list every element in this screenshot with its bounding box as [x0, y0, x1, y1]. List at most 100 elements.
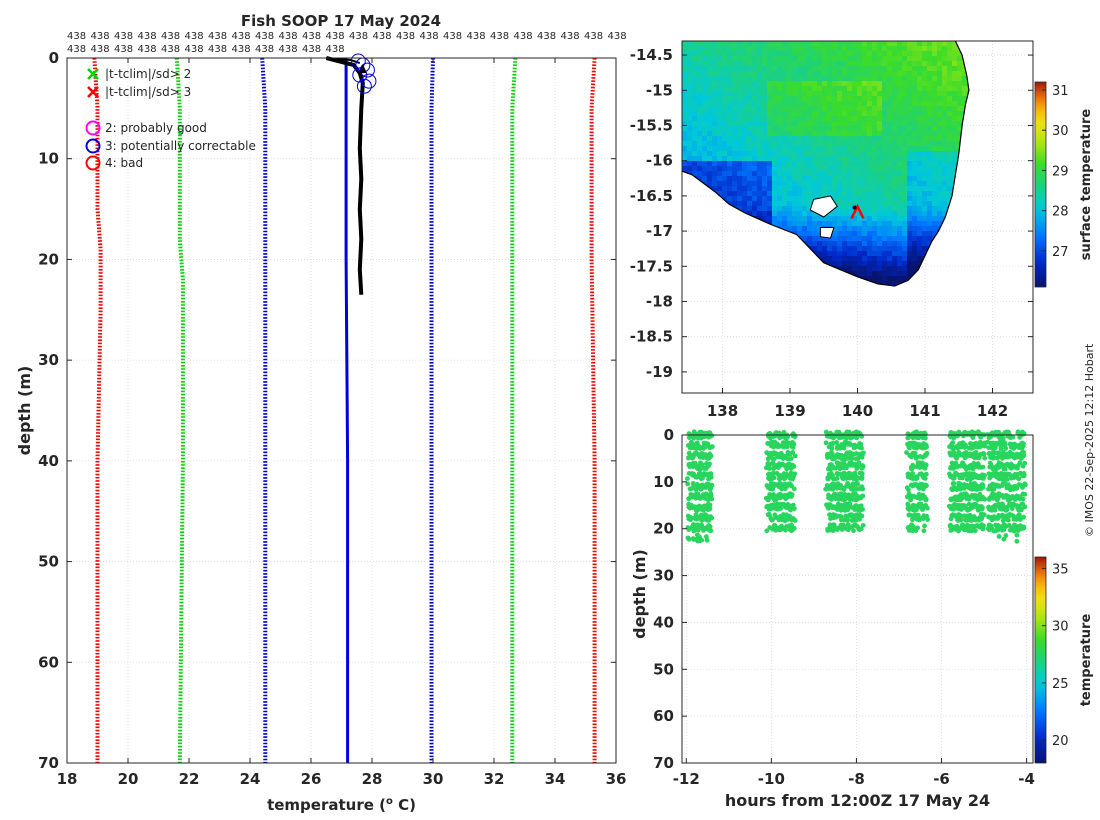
sst-pixel [762, 96, 767, 101]
sst-pixel [892, 76, 897, 81]
sst-pixel [872, 146, 877, 151]
sst-pixel [837, 161, 842, 166]
sst-pixel [722, 66, 727, 71]
sst-pixel [947, 116, 952, 121]
sst-pixel [732, 66, 737, 71]
sst-pixel [892, 281, 897, 286]
sst-pixel [697, 61, 702, 66]
sst-pixel [917, 86, 922, 91]
sst-pixel [882, 91, 887, 96]
sst-pixel [812, 76, 817, 81]
sst-pixel [842, 56, 847, 61]
sst-pixel [752, 96, 757, 101]
sst-pixel [817, 216, 822, 221]
sst-pixel [802, 101, 807, 106]
sst-pixel [912, 216, 917, 221]
sst-pixel [912, 86, 917, 91]
sst-pixel [902, 76, 907, 81]
legend-label: |t-tclim|/sd> 2 [105, 67, 191, 81]
sst-pixel [797, 226, 802, 231]
sst-pixel [782, 181, 787, 186]
sst-pixel [882, 281, 887, 286]
sst-pixel [827, 246, 832, 251]
sst-pixel [827, 81, 832, 86]
sst-pixel [872, 231, 877, 236]
sst-pixel [707, 46, 712, 51]
sst-pixel [862, 131, 867, 136]
sst-pixel [827, 51, 832, 56]
sst-pixel [832, 231, 837, 236]
sst-pixel [757, 196, 762, 201]
sst-pixel [927, 186, 932, 191]
sst-pixel [842, 66, 847, 71]
sst-pixel [792, 216, 797, 221]
sst-pixel [837, 206, 842, 211]
sst-pixel [887, 111, 892, 116]
sst-pixel [707, 96, 712, 101]
sst-pixel [712, 111, 717, 116]
sst-pixel [687, 71, 692, 76]
sst-pixel [802, 146, 807, 151]
sst-pixel [857, 46, 862, 51]
sst-pixel [722, 146, 727, 151]
sst-pixel [942, 46, 947, 51]
sst-pixel [722, 86, 727, 91]
sst-pixel [842, 81, 847, 86]
sst-pixel [682, 141, 687, 146]
sst-pixel [757, 166, 762, 171]
sst-pixel [727, 161, 732, 166]
sst-pixel [797, 191, 802, 196]
sst-pixel [812, 81, 817, 86]
sst-pixel [872, 191, 877, 196]
sst-pixel [802, 131, 807, 136]
sst-pixel [817, 76, 822, 81]
sst-pixel [847, 256, 852, 261]
sst-pixel [907, 261, 912, 266]
sst-pixel [897, 221, 902, 226]
sst-pixel [787, 181, 792, 186]
sst-pixel [692, 86, 697, 91]
sst-pixel [897, 181, 902, 186]
sst-pixel [947, 61, 952, 66]
sst-pixel [697, 111, 702, 116]
sst-pixel [712, 151, 717, 156]
sst-pixel [797, 211, 802, 216]
sst-pixel [932, 116, 937, 121]
sst-pixel [807, 141, 812, 146]
sst-pixel [912, 241, 917, 246]
sst-pixel [892, 186, 897, 191]
sst-pixel [772, 211, 777, 216]
sst-pixel [747, 141, 752, 146]
sst-pixel [887, 211, 892, 216]
sst-pixel [792, 86, 797, 91]
sst-pixel [837, 81, 842, 86]
sst-pixel [832, 126, 837, 131]
sst-pixel [897, 96, 902, 101]
sst-pixel [737, 116, 742, 121]
sst-pixel [827, 126, 832, 131]
sst-pixel [907, 111, 912, 116]
sst-pixel [757, 201, 762, 206]
sst-pixel [822, 191, 827, 196]
sst-pixel [757, 151, 762, 156]
sst-pixel [792, 41, 797, 46]
sst-pixel [892, 71, 897, 76]
sst-pixel [867, 236, 872, 241]
sst-pixel [847, 91, 852, 96]
sst-pixel [807, 161, 812, 166]
sst-pixel [872, 166, 877, 171]
sst-pixel [762, 211, 767, 216]
sst-pixel [907, 221, 912, 226]
sst-pixel [917, 81, 922, 86]
sst-pixel [922, 126, 927, 131]
sst-pixel [762, 121, 767, 126]
sst-pixel [847, 201, 852, 206]
sst-pixel [752, 111, 757, 116]
sst-pixel [812, 71, 817, 76]
sst-pixel [747, 71, 752, 76]
sst-pixel [772, 171, 777, 176]
sst-pixel [717, 186, 722, 191]
sst-pixel [782, 161, 787, 166]
sst-pixel [942, 156, 947, 161]
sst-pixel [902, 156, 907, 161]
